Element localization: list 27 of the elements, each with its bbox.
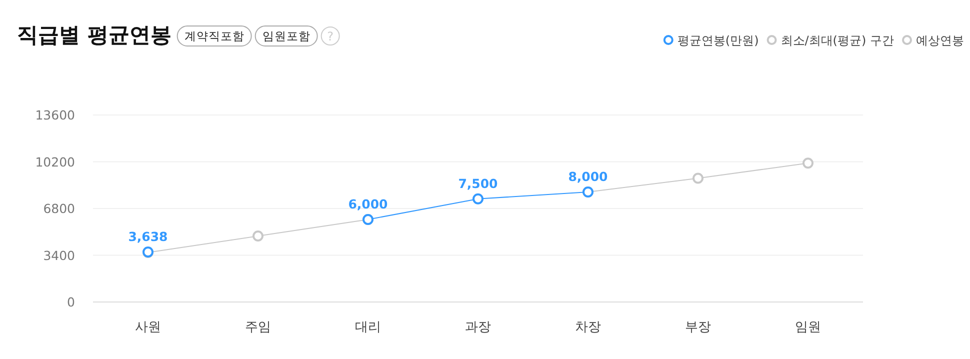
text: 계약직포함 xyxy=(184,29,244,43)
legend-label: 최소/최대(평균) 구간 xyxy=(780,34,894,48)
x-tick-label: 과장 xyxy=(465,320,491,335)
data-label: 6,000 xyxy=(348,196,388,212)
data-label: 8,000 xyxy=(568,169,608,184)
point xyxy=(802,158,814,169)
y-tick-label: 6800 xyxy=(43,201,76,216)
legend-label: 예상연봉 xyxy=(916,34,964,48)
legend-label: 평균연봉(만원) xyxy=(677,34,759,48)
data-label: 3,638 xyxy=(128,228,168,244)
x-tick-label: 차장 xyxy=(575,320,601,335)
point xyxy=(472,193,484,204)
point xyxy=(252,230,264,242)
y-tick-label: 10200 xyxy=(35,154,76,170)
x-tick-label: 사원 xyxy=(135,320,161,335)
point xyxy=(692,172,704,184)
y-tick-label: 3400 xyxy=(43,248,76,263)
y-tick-label: 13600 xyxy=(35,108,76,122)
text: ? xyxy=(327,30,334,44)
x-tick-label: 대리 xyxy=(355,320,381,335)
x-tick-label: 임원 xyxy=(795,320,821,335)
text: 임원포함 xyxy=(262,29,310,43)
x-tick-label: 부장 xyxy=(685,320,711,335)
y-tick-label: 0 xyxy=(67,294,76,310)
x-tick-label: 주임 xyxy=(245,320,271,335)
data-label: 7,500 xyxy=(458,176,498,191)
chart-title: 직급별 평균연봉 xyxy=(17,23,172,47)
